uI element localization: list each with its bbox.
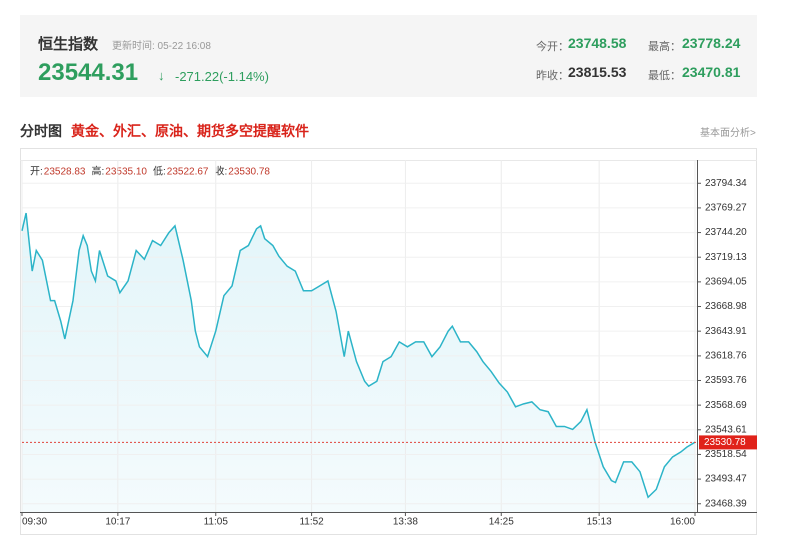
- stat-label: 今开：: [536, 41, 569, 53]
- price-line: [21, 212, 696, 499]
- info-label: 收:: [215, 165, 228, 178]
- info-value: 23528.83: [44, 167, 86, 178]
- change: -271.22(-1.14%): [175, 69, 269, 84]
- y-tick-label: 23593.76: [705, 375, 747, 386]
- x-tick-label: 13:38: [393, 517, 418, 528]
- quote-header: 恒生指数 更新时间: 05-22 16:08 23544.31 ↓ -271.2…: [20, 15, 757, 97]
- stat-value: 23815.53: [568, 64, 627, 80]
- stat-label: 最低：: [648, 70, 681, 82]
- y-tick-label: 23643.91: [705, 326, 747, 337]
- stat-label: 最高：: [648, 41, 681, 53]
- y-tick-label: 23568.69: [705, 400, 747, 411]
- y-tick-label: 23769.27: [705, 203, 747, 214]
- info-label: 高:: [92, 165, 105, 178]
- y-tick-label: 23543.61: [705, 424, 747, 435]
- x-tick-label: 14:25: [489, 517, 514, 528]
- y-tick-label: 23493.47: [705, 474, 747, 485]
- price: 23544.31: [38, 59, 139, 86]
- y-tick-label: 23694.05: [705, 277, 747, 288]
- chart-frame: [20, 148, 757, 535]
- x-tick-label: 11:52: [299, 517, 324, 528]
- area: [22, 213, 695, 512]
- last-price-box: [699, 435, 757, 450]
- info-value: 23530.78: [228, 167, 270, 178]
- x-tick-label: 15:13: [587, 517, 612, 528]
- info-line: 开: 23528.83 高: 23535.10 低: 23522.67 收: 23530.78: [30, 165, 270, 178]
- x-tick-label: 09:30: [22, 517, 47, 528]
- x-tick-label: 16:00: [670, 517, 695, 528]
- info-value: 23522.67: [167, 167, 209, 178]
- index-name: 恒生指数: [38, 36, 99, 53]
- x-tick-label: 11:05: [204, 517, 229, 528]
- stat-value: 23748.58: [568, 35, 627, 51]
- y-tick-label: 23518.54: [705, 449, 747, 460]
- y-tick-label: 23744.20: [705, 227, 747, 238]
- y-tick-label: 23668.98: [705, 301, 747, 312]
- y-tick-label: 23719.13: [705, 252, 747, 263]
- stat-value: 23778.24: [682, 35, 741, 51]
- promo-link[interactable]: 黄金、外汇、原油、期货多空提醒软件: [71, 123, 309, 139]
- last-price-label: 23530.78: [704, 437, 746, 448]
- arrow: ↓: [158, 68, 165, 83]
- analysis-link[interactable]: 基本面分析>: [700, 128, 756, 139]
- info-value: 23535.10: [105, 167, 147, 178]
- info-label: 开:: [30, 167, 43, 178]
- y-tick-label: 23618.76: [705, 351, 747, 362]
- y-tick-label: 23794.34: [705, 178, 747, 189]
- stat-label: 昨收：: [536, 70, 569, 82]
- update-time: 更新时间: 05-22 16:08: [112, 41, 211, 52]
- section-title: 分时图: [20, 123, 62, 139]
- x-tick-label: 10:17: [105, 517, 130, 528]
- y-tick-label: 23468.39: [705, 498, 747, 509]
- info-label: 低:: [153, 165, 166, 178]
- stat-value: 23470.81: [682, 64, 741, 80]
